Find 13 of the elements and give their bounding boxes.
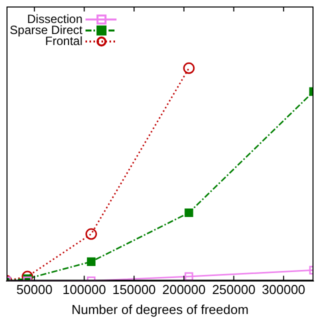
x-tick-label: 150000 [112, 282, 156, 298]
x-tick-label: 250000 [212, 282, 256, 298]
point [184, 208, 194, 218]
point [86, 257, 96, 266]
point [22, 270, 34, 281]
point [184, 272, 194, 281]
x-tick-label: 50000 [16, 282, 52, 298]
point [183, 62, 195, 74]
x-tick-label: 100000 [62, 282, 106, 298]
x-tick-label: 200000 [162, 282, 206, 298]
point [85, 228, 97, 240]
x-axis-title: Number of degrees of freedom [71, 302, 249, 317]
x-tick-label: 300000 [262, 282, 306, 298]
